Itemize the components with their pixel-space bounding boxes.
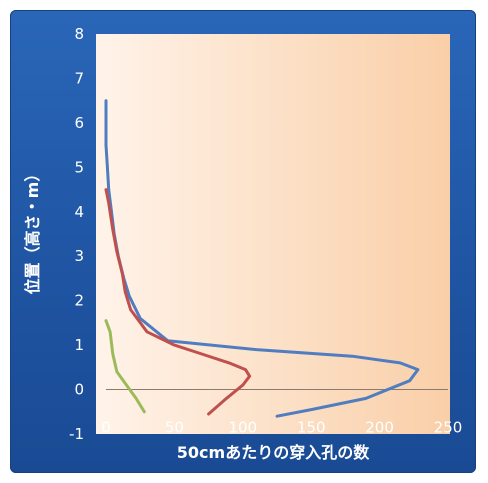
- x-tick-label: 150: [297, 418, 326, 436]
- series-line-3: [104, 319, 146, 414]
- plot-area: [96, 34, 450, 434]
- y-tick-label: 2: [74, 292, 84, 310]
- series-group: [104, 99, 420, 418]
- series-line-2: [104, 188, 252, 416]
- line-chart: -1 0 1 2 3 4 5 6 7 8 0 50 100 150 200 250 50cmあたりの穿入孔の数…: [23, 25, 462, 462]
- x-tick-label: 0: [101, 418, 111, 436]
- x-axis-title: 50cmあたりの穿入孔の数: [177, 443, 370, 462]
- x-tick-label: 50: [165, 418, 184, 436]
- y-tick-label: 1: [74, 336, 84, 354]
- y-tick-label: 3: [74, 247, 84, 265]
- y-tick-label: 6: [74, 114, 84, 132]
- y-axis-title: 位置（高さ・m）: [23, 166, 42, 295]
- x-tick-label: 100: [228, 418, 257, 436]
- axes: -1 0 1 2 3 4 5 6 7 8 0 50 100 150 200 250: [69, 25, 462, 443]
- x-tick-label: 200: [365, 418, 394, 436]
- y-tick-label: 7: [74, 69, 84, 87]
- series-line-1: [104, 99, 420, 418]
- y-tick-label: 8: [74, 25, 84, 43]
- x-tick-label: 250: [434, 418, 463, 436]
- y-tick-label: -1: [69, 425, 84, 443]
- y-tick-label: 0: [74, 381, 84, 399]
- y-tick-label: 4: [74, 203, 84, 221]
- y-tick-label: 5: [74, 158, 84, 176]
